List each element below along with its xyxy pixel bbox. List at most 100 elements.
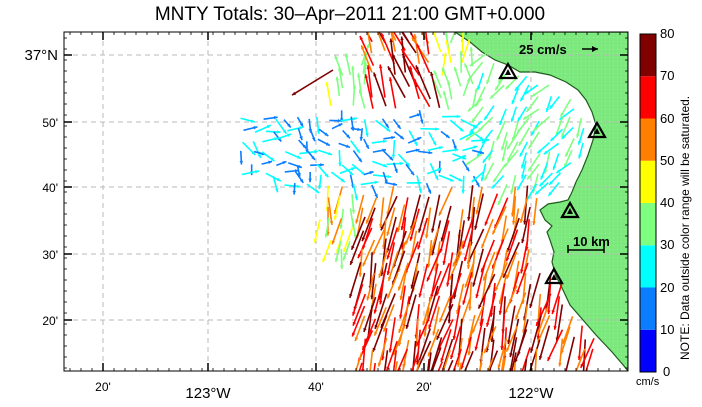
vector-head [527, 175, 531, 180]
current-vector [475, 186, 483, 215]
vector-head [516, 290, 520, 294]
current-vector [401, 217, 407, 250]
current-vector [521, 347, 531, 371]
vector-head [495, 286, 499, 291]
vector-head [374, 324, 378, 329]
current-vector [504, 285, 518, 315]
current-vector [494, 262, 508, 292]
vector-head [440, 358, 444, 363]
vector-head [547, 356, 551, 361]
current-vector [551, 283, 563, 315]
vector-head [399, 135, 404, 140]
current-vector [487, 358, 494, 371]
current-vector [401, 361, 406, 371]
current-vector [387, 65, 406, 99]
vector-head [340, 265, 344, 270]
colorbar-tick-label: 60 [660, 110, 675, 126]
current-vector [386, 340, 398, 371]
vector-head [486, 322, 490, 327]
current-vector [458, 362, 463, 371]
vector-head [458, 178, 463, 182]
vector-head [499, 120, 503, 125]
vector-head [369, 393, 372, 397]
current-vector [413, 34, 420, 64]
vector-head [477, 85, 481, 90]
current-vector [486, 63, 495, 85]
vector-head [352, 321, 356, 326]
vector-head [365, 219, 370, 224]
vector-head [292, 190, 297, 195]
current-vector [349, 261, 362, 299]
vector-head [331, 240, 336, 245]
current-vector [440, 329, 452, 363]
current-vector [445, 40, 452, 64]
vector-head [315, 189, 320, 193]
current-vector [472, 248, 485, 287]
current-vector [471, 305, 485, 334]
current-vector [399, 285, 406, 319]
current-vector [415, 65, 431, 100]
vector-head [405, 240, 409, 245]
current-vector [386, 207, 396, 236]
vector-head [452, 335, 456, 340]
vector-head [561, 133, 565, 138]
vector-head [270, 157, 275, 162]
current-vector [578, 325, 583, 361]
current-vector [506, 251, 518, 279]
vector-head [334, 55, 338, 60]
axis-ticks [64, 32, 628, 371]
vector-head [537, 329, 541, 334]
vector-head [459, 127, 464, 132]
current-vector [378, 32, 386, 44]
current-vector [468, 281, 473, 311]
vector-head [461, 189, 465, 194]
vector-head [324, 173, 329, 178]
vector-head [398, 328, 402, 333]
vector-head [531, 131, 535, 136]
vector-head [357, 254, 362, 259]
vector-head [436, 335, 440, 340]
vector-head [282, 161, 287, 165]
vector-head [407, 379, 410, 383]
vector-head [400, 36, 404, 41]
vector-head [511, 220, 516, 225]
vector-head [381, 383, 384, 387]
vector-head [509, 353, 513, 358]
vector-head [549, 180, 553, 185]
vector-head [428, 324, 432, 329]
vector-head [352, 378, 355, 382]
vector-head [430, 71, 434, 76]
vector-head [467, 216, 471, 221]
current-vector [519, 195, 529, 223]
vector-head [274, 188, 279, 193]
vector-head [338, 162, 342, 167]
vector-head [417, 181, 422, 185]
current-vector [361, 338, 367, 371]
current-vector [365, 197, 378, 224]
current-vector [446, 252, 454, 287]
vector-head [497, 200, 502, 205]
vector-head [380, 226, 385, 231]
current-vector [502, 241, 520, 279]
vector-head [381, 33, 385, 38]
vector-head [438, 146, 443, 150]
current-vector [382, 304, 395, 333]
vector-head [415, 65, 420, 70]
vector-head [296, 155, 301, 159]
current-vector [380, 195, 398, 231]
vector-head [377, 362, 382, 367]
vector-head [417, 137, 422, 141]
vector-head [582, 372, 585, 376]
current-vector [334, 240, 342, 263]
current-vector [424, 32, 430, 55]
vector-head [388, 348, 393, 353]
current-vector [352, 283, 364, 316]
vector-head [439, 318, 443, 323]
current-vector [506, 217, 520, 253]
vector-head [351, 209, 356, 214]
current-vector [511, 187, 517, 217]
current-vector [379, 197, 385, 228]
vector-head [322, 258, 326, 263]
plot-frame [63, 31, 629, 372]
vector-head [506, 247, 511, 252]
